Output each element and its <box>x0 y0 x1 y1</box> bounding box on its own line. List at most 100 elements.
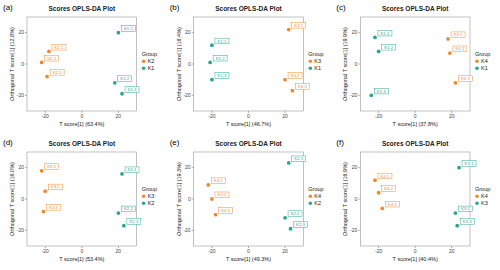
y-tick-label: -20 <box>17 92 24 98</box>
point-label: K4.1 <box>454 32 463 37</box>
title: Scores OPLS-DA Plot <box>215 5 282 12</box>
point <box>42 210 46 214</box>
point-label-box <box>378 173 392 179</box>
y-tick-label: 20 <box>352 164 358 170</box>
x-axis-title: T score[1] (40.4%) <box>393 256 438 262</box>
legend-label: K3 <box>314 58 321 64</box>
y-tick-label: -20 <box>17 227 24 233</box>
point-label-box <box>125 87 139 93</box>
legend-title: Group <box>308 51 323 57</box>
point <box>210 78 214 82</box>
y-tick <box>358 64 360 65</box>
point-label-box <box>121 206 135 212</box>
x-tick-label: -20 <box>42 113 49 119</box>
point-label: K1.1 <box>124 26 133 31</box>
point <box>373 178 377 182</box>
point-label: K1.1 <box>381 31 390 36</box>
x-tick-label: 20 <box>282 248 288 254</box>
point-label-box <box>385 201 399 207</box>
legend-label: K2 <box>148 58 155 64</box>
legend-label: K3 <box>481 200 488 206</box>
y-tick-label: 0 <box>188 61 191 67</box>
point-label-box <box>295 84 309 90</box>
legend-label: K1 <box>148 65 155 71</box>
x-tick-label: 20 <box>449 113 455 119</box>
y-axis-title: Orthogonal T score[1] (19.3%) <box>176 162 182 236</box>
y-tick <box>192 199 194 200</box>
legend-marker <box>142 60 146 64</box>
marks <box>206 161 292 231</box>
point <box>289 227 293 231</box>
x-tick-label: 20 <box>449 248 455 254</box>
legend-marker <box>309 67 313 71</box>
legend-marker <box>475 195 479 199</box>
marks <box>373 166 461 228</box>
point-label: K1.2 <box>120 76 129 81</box>
x-tick-label: -20 <box>375 113 382 119</box>
y-tick <box>25 199 27 200</box>
title: Scores OPLS-DA Plot <box>215 140 282 147</box>
point-label-box <box>213 55 227 61</box>
point-label-box <box>127 219 141 225</box>
x-tick-label: 0 <box>414 248 417 254</box>
y-tick-label: -20 <box>350 92 357 98</box>
legend-marker <box>309 195 313 199</box>
point-label-box <box>215 38 229 44</box>
y-tick-label: -20 <box>183 227 190 233</box>
point-labels: K3.1K3.2K3.3K2.1K2.2K2.3 <box>45 164 141 224</box>
y-tick <box>192 95 194 96</box>
point <box>47 50 51 54</box>
point-label-box <box>121 26 135 32</box>
point-label: K2.2 <box>47 56 56 61</box>
point-labels: K4.1K4.2K4.3K1.1K1.2K1.3 <box>374 30 472 94</box>
point-label: K4.2 <box>218 192 227 197</box>
x-tick-label: 20 <box>116 248 122 254</box>
legend-label: K4 <box>481 58 488 64</box>
point-label: K1.1 <box>218 39 227 44</box>
y-tick <box>358 95 360 96</box>
y-axis-title: Orthogonal T score[1] (18.4%) <box>176 27 182 101</box>
point-label: K4.1 <box>381 174 390 179</box>
point-label: K4.3 <box>221 208 230 213</box>
x-tick-label: -20 <box>208 113 215 119</box>
point-label: K2.1 <box>294 156 303 161</box>
y-tick <box>25 32 27 33</box>
point <box>287 161 291 165</box>
point-label-box <box>378 30 392 36</box>
point <box>206 183 210 187</box>
point-label-box <box>453 46 467 52</box>
y-tick-label: 0 <box>355 196 358 202</box>
plot-frame <box>360 152 470 246</box>
point <box>453 81 457 85</box>
point-label-box <box>215 192 229 198</box>
point-label-box <box>382 186 396 192</box>
title: Scores OPLS-DA Plot <box>382 140 449 147</box>
point-label-box <box>45 55 59 61</box>
point <box>283 78 287 82</box>
marks <box>208 28 294 93</box>
legend-label: K3 <box>148 193 155 199</box>
legend-label: K2 <box>314 200 321 206</box>
x-tick-label: 0 <box>80 248 83 254</box>
point-label: K3.2 <box>51 184 60 189</box>
point-label: K2.3 <box>296 222 305 227</box>
y-tick-label: 20 <box>185 164 191 170</box>
legend-label: K2 <box>148 200 155 206</box>
point-label-box <box>125 167 139 173</box>
y-tick-label: 20 <box>185 29 191 35</box>
point-label-box <box>48 184 62 190</box>
legend-label: K1 <box>481 65 488 71</box>
y-tick <box>358 167 360 168</box>
legend-label: K1 <box>314 65 321 71</box>
point <box>116 31 120 35</box>
x-axis-title: T score[1] (49.3%) <box>226 256 271 262</box>
legend-marker <box>475 60 479 64</box>
point-label-box <box>458 76 472 82</box>
legend-title: Group <box>142 51 157 57</box>
point-label: K2.1 <box>128 167 137 172</box>
panel-label: (d) <box>3 138 13 147</box>
y-tick-label: 0 <box>21 196 24 202</box>
y-axis-title: Orthogonal T score[1] (16.9%) <box>342 162 348 236</box>
title: Scores OPLS-DA Plot <box>49 140 116 147</box>
point-label-box <box>374 88 388 94</box>
